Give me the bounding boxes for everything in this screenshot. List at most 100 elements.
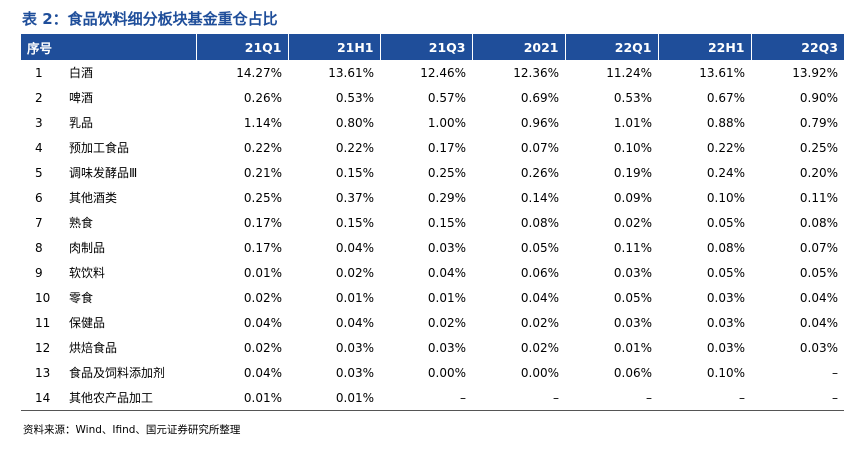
row-value: 0.05% <box>520 240 559 255</box>
row-value: 11.24% <box>606 65 652 80</box>
row-value: 0.01% <box>427 290 466 305</box>
row-value: 0.69% <box>520 90 559 105</box>
row-value: 0.02% <box>520 315 559 330</box>
row-value: 0.02% <box>613 215 652 230</box>
row-value: 0.88% <box>706 115 745 130</box>
row-value: 0.04% <box>243 365 282 380</box>
row-value: 0.15% <box>335 215 374 230</box>
row-category: 熟食 <box>69 216 94 230</box>
row-value: 0.05% <box>706 215 745 230</box>
row-category: 其他农产品加工 <box>69 385 196 411</box>
row-value: 0.03% <box>335 340 374 355</box>
row-category: 乳品 <box>69 116 94 130</box>
row-value: 0.00% <box>520 365 559 380</box>
row-value: 0.26% <box>520 165 559 180</box>
source-note: 资料来源：Wind、Ifind、国元证券研究所整理 <box>23 424 241 436</box>
header-index: 序号 <box>21 34 69 60</box>
row-value: 0.17% <box>243 215 282 230</box>
row-value: 0.09% <box>613 190 652 205</box>
row-value: 0.04% <box>799 290 838 305</box>
row-value: 0.06% <box>520 265 559 280</box>
row-value: 0.05% <box>706 265 745 280</box>
row-index: 11 <box>35 315 51 330</box>
row-value: 0.05% <box>613 290 652 305</box>
header-period: 22Q1 <box>564 34 658 60</box>
row-category: 啤酒 <box>69 91 94 105</box>
row-value: 0.00% <box>427 365 466 380</box>
row-value: 0.53% <box>613 90 652 105</box>
row-value: 0.03% <box>427 240 466 255</box>
row-value: 0.96% <box>520 115 559 130</box>
row-value: 0.01% <box>335 290 374 305</box>
row-index: 14 <box>21 385 69 411</box>
row-value: 0.17% <box>427 140 466 155</box>
row-value: 0.25% <box>427 165 466 180</box>
row-value: 0.10% <box>706 365 745 380</box>
row-value: 0.02% <box>243 340 282 355</box>
row-value: 0.04% <box>799 315 838 330</box>
row-value: 0.02% <box>427 315 466 330</box>
row-value: 0.01% <box>196 385 288 411</box>
table-row: 8 肉制品 0.17% 0.04% 0.03% 0.05% 0.11% 0.08% 0.07% <box>21 235 844 260</box>
row-category: 其他酒类 <box>69 191 118 205</box>
row-category: 零食 <box>69 291 94 305</box>
row-value: 13.61% <box>699 65 745 80</box>
table-row: 5 调味发酵品Ⅲ 0.21% 0.15% 0.25% 0.26% 0.19% 0.24% 0.2… <box>21 160 844 185</box>
row-value: 0.02% <box>243 290 282 305</box>
row-value: 0.06% <box>613 365 652 380</box>
table-row: 6 其他酒类 0.25% 0.37% 0.29% 0.14% 0.09% 0.10% 0.11% <box>21 185 844 210</box>
row-value: 0.03% <box>613 315 652 330</box>
row-value: – <box>751 385 844 411</box>
row-value: 0.11% <box>799 190 838 205</box>
row-value: 0.14% <box>520 190 559 205</box>
row-value: 0.19% <box>613 165 652 180</box>
row-value: 0.53% <box>335 90 374 105</box>
row-index: 10 <box>35 290 51 305</box>
row-value: 0.08% <box>799 215 838 230</box>
row-category: 烘焙食品 <box>69 341 118 355</box>
header-period: 21Q1 <box>195 34 288 60</box>
row-value: 0.02% <box>335 265 374 280</box>
row-category: 调味发酵品Ⅲ <box>69 166 138 180</box>
row-value: – <box>472 385 565 411</box>
row-value: 0.01% <box>288 385 380 411</box>
row-value: 0.22% <box>335 140 374 155</box>
row-value: 1.00% <box>427 115 466 130</box>
row-value: 0.15% <box>335 165 374 180</box>
row-value: – <box>565 385 658 411</box>
row-value: 0.79% <box>799 115 838 130</box>
row-value: 0.10% <box>706 190 745 205</box>
row-value: 0.22% <box>706 140 745 155</box>
row-value: 0.17% <box>243 240 282 255</box>
header-category <box>69 34 196 60</box>
header-period: 2021 <box>471 34 565 60</box>
row-value: 13.92% <box>792 65 838 80</box>
row-value: 0.04% <box>335 315 374 330</box>
table-row: 1 白酒 14.27% 13.61% 12.46% 12.36% 11.24% 13.61% 1… <box>21 60 844 85</box>
row-value: 0.04% <box>427 265 466 280</box>
row-value: 0.08% <box>706 240 745 255</box>
row-value: 0.05% <box>799 265 838 280</box>
row-value: 0.22% <box>243 140 282 155</box>
row-value: – <box>658 385 751 411</box>
table-row: 14 其他农产品加工 0.01% 0.01% – – – – – <box>21 385 844 411</box>
row-category: 保健品 <box>69 316 106 330</box>
header-row: 序号 21Q1 21H1 21Q3 2021 22Q1 22H1 22Q3 <box>21 34 844 60</box>
row-value: 0.03% <box>335 365 374 380</box>
row-value: 0.20% <box>799 165 838 180</box>
row-category: 预加工食品 <box>69 141 130 155</box>
row-index: 3 <box>35 115 43 130</box>
table-row: 11 保健品 0.04% 0.04% 0.02% 0.02% 0.03% 0.03% 0.04% <box>21 310 844 335</box>
row-value: 1.14% <box>243 115 282 130</box>
row-category: 软饮料 <box>69 266 106 280</box>
row-value: 0.04% <box>335 240 374 255</box>
row-value: 0.25% <box>799 140 838 155</box>
table-row: 12 烘焙食品 0.02% 0.03% 0.03% 0.02% 0.01% 0.03% 0.03… <box>21 335 844 360</box>
row-value: 0.03% <box>706 290 745 305</box>
row-index: 6 <box>35 190 43 205</box>
row-value: 0.04% <box>520 290 559 305</box>
row-value: 14.27% <box>236 65 282 80</box>
row-value: 0.10% <box>613 140 652 155</box>
table-row: 2 啤酒 0.26% 0.53% 0.57% 0.69% 0.53% 0.67% 0.90% <box>21 85 844 110</box>
row-index: 1 <box>35 65 43 80</box>
